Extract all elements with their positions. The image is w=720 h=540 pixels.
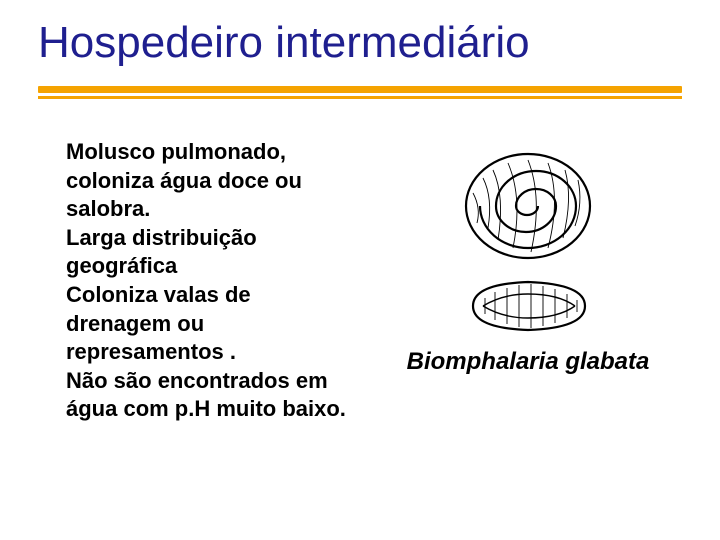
figure-column: Biomphalaria glabata <box>380 138 676 424</box>
content-area: Molusco pulmonado, coloniza água doce ou… <box>66 138 676 424</box>
body-text: Molusco pulmonado, coloniza água doce ou… <box>66 138 356 424</box>
snail-illustration <box>433 148 623 338</box>
title-underline <box>38 86 682 104</box>
slide-title: Hospedeiro intermediário <box>0 0 720 68</box>
figure-caption: Biomphalaria glabata <box>407 348 650 376</box>
